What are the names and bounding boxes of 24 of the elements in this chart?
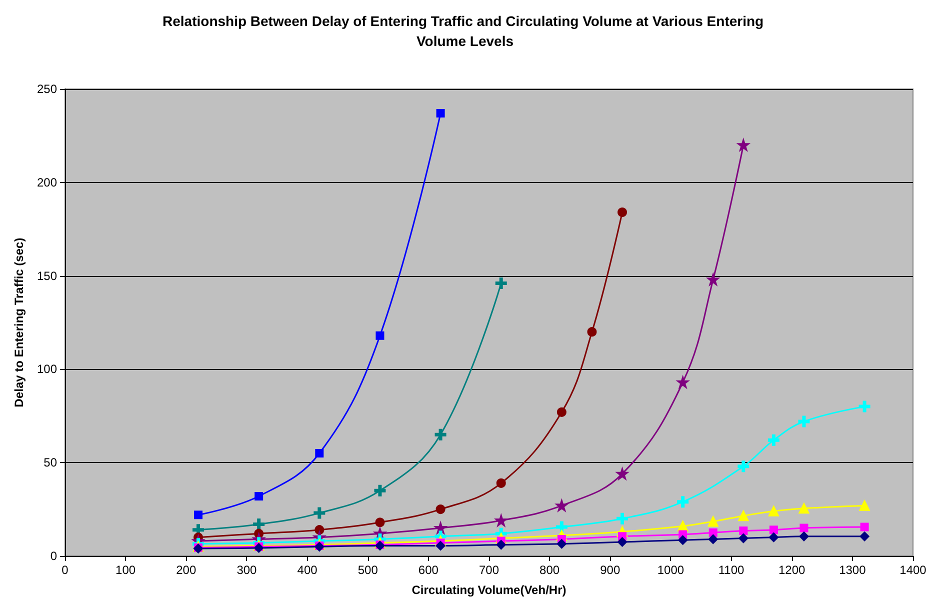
x-tick-label: 1200	[778, 563, 806, 577]
y-tick-label: 150	[36, 268, 58, 283]
x-tick-label: 200	[176, 563, 196, 577]
x-tick-label: 800	[540, 563, 560, 577]
x-tick-label: 1000	[657, 563, 684, 577]
x-axis-title: Circulating Volume(Veh/Hr)	[412, 583, 566, 597]
x-tick-label: 600	[418, 563, 439, 577]
y-tick-label: 100	[36, 362, 58, 376]
y-tick-label: 200	[36, 175, 58, 190]
x-tick-label: 500	[358, 563, 378, 577]
chart-title: Relationship Between Delay of Entering Traffic and Circulating Volume at Various Entering Volume Levels	[162, 13, 768, 49]
x-tick-label: 1400	[900, 563, 927, 577]
y-tick-label: 50	[44, 456, 58, 470]
x-tick-label: 1300	[839, 563, 866, 577]
x-tick-label: 1100	[718, 563, 745, 577]
x-tick-label: 0	[62, 563, 69, 577]
x-tick-label: 400	[297, 563, 318, 577]
y-axis-title: Delay to Entering Traffic (sec)	[12, 238, 26, 408]
x-tick-label: 300	[236, 563, 258, 577]
x-tick-label: 700	[478, 563, 500, 577]
x-tick-label: 900	[600, 563, 620, 577]
x-tick-label: 100	[116, 563, 136, 577]
y-tick-label: 0	[50, 549, 58, 563]
y-tick-label: 250	[36, 82, 58, 96]
